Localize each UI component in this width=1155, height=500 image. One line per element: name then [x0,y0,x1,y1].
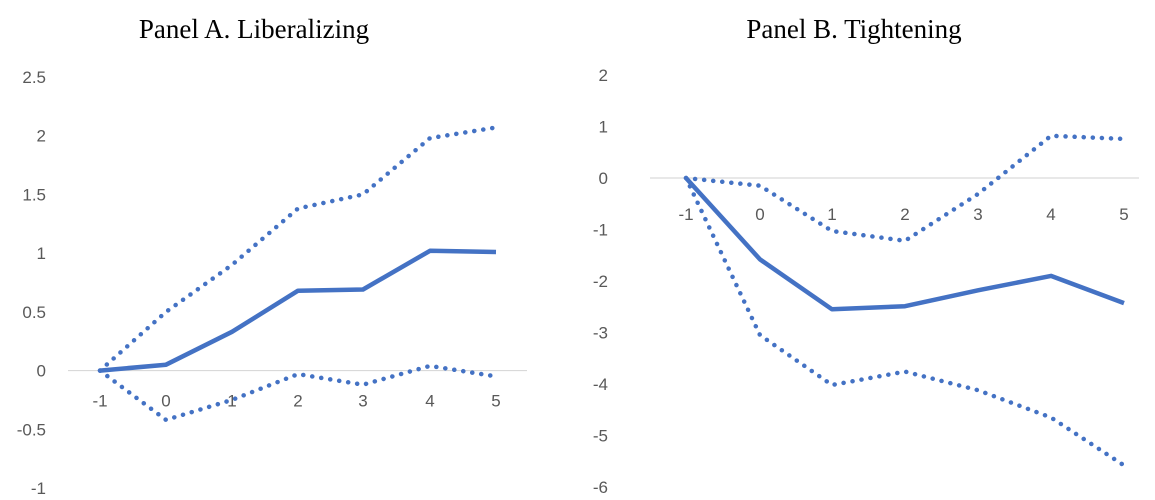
chart-title: Panel B. Tightening [746,14,961,44]
y-tick-label: 0 [37,362,46,381]
x-tick-label: 1 [827,205,836,224]
y-tick-label: -2 [593,272,608,291]
x-tick-label: 3 [973,205,982,224]
x-tick-label: 0 [755,205,764,224]
panel-b: Panel B. Tightening 2 1 0 -1 -2 -3 -4 -5 -6 -1 0 1 2 3… [593,14,1139,497]
y-tick-label: 1 [599,118,608,137]
y-tick-label: 2 [599,66,608,85]
x-tick-label: 5 [491,392,500,411]
y-tick-label: -5 [593,427,608,446]
x-tick-label: -1 [678,205,693,224]
x-tick-label: 4 [1046,205,1055,224]
series-line-confidence-band [683,133,1127,244]
series-line-confidence-band [97,363,499,423]
y-tick-label: 2.5 [22,68,46,87]
y-tick-label: 0 [599,169,608,188]
y-tick-label: -0.5 [17,420,46,439]
series-line-estimate [684,176,1125,312]
x-tick-label: 5 [1119,205,1128,224]
x-tick-label: 2 [900,205,909,224]
chart-title: Panel A. Liberalizing [139,14,369,44]
y-tick-label: 1.5 [22,185,46,204]
series-line-confidence-band [97,125,499,373]
y-tick-label: -1 [31,479,46,498]
panel-a: Panel A. Liberalizing 2.5 2 1.5 1 0.5 0 -0.5 -1 -… [17,14,527,498]
series-line-confidence-band [683,175,1127,468]
y-tick-label: -1 [593,221,608,240]
x-tick-label: 4 [425,392,434,411]
x-tick-label: 0 [161,392,170,411]
y-tick-label: -3 [593,324,608,343]
y-tick-label: 2 [37,127,46,146]
series-line-estimate [99,248,497,373]
y-tick-label: -4 [593,375,608,394]
x-tick-label: 2 [293,392,302,411]
x-tick-label: 3 [358,392,367,411]
y-tick-label: 1 [37,244,46,263]
y-tick-label: -6 [593,478,608,497]
x-tick-label: -1 [92,392,107,411]
y-tick-label: 0.5 [22,303,46,322]
x-tick-label: 1 [227,392,236,411]
